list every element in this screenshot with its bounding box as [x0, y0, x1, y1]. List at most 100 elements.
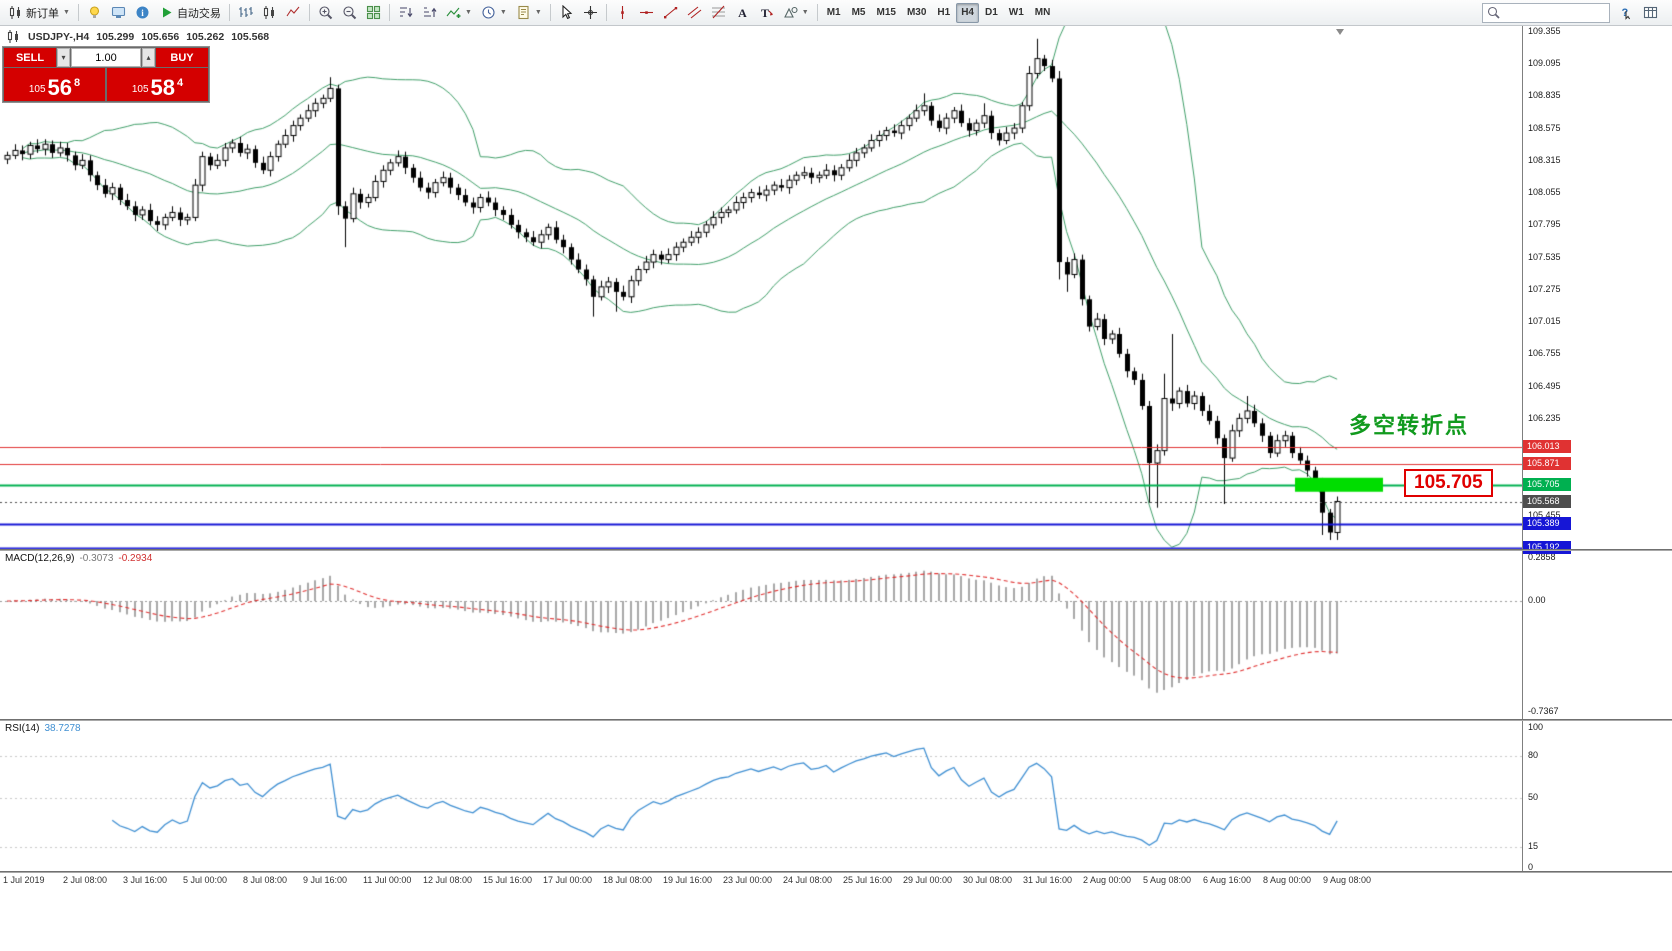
price-axis-tag: 105.705 [1523, 477, 1571, 491]
timeframe-mn-button[interactable]: MN [1034, 7, 1051, 18]
line-chart-button[interactable] [282, 2, 305, 24]
volume-decrease-button[interactable]: ▾ [57, 48, 70, 67]
help-cursor-button[interactable]: ? [1613, 2, 1636, 24]
lightbulb-icon [87, 5, 102, 20]
autotrade-button[interactable]: 自动交易 [155, 2, 225, 24]
time-axis-label: 2 Jul 08:00 [63, 875, 108, 885]
sortB-icon [422, 5, 437, 20]
textT-icon: T [759, 5, 774, 20]
sell-price-pip: 8 [74, 77, 81, 89]
quote-line: USDJPY-,H4 105.299 105.656 105.262 105.5… [6, 29, 269, 44]
bar-chart-button[interactable] [234, 2, 257, 24]
search-input[interactable] [1504, 6, 1606, 19]
monitor-icon [111, 5, 126, 20]
buy-button[interactable]: BUY [156, 48, 208, 67]
timeframe-m15-button[interactable]: M15 [876, 7, 896, 18]
toolbar-separator [228, 4, 230, 21]
chart-plot-area[interactable] [0, 26, 1522, 871]
search-icon [1486, 5, 1501, 20]
vertical-line-button[interactable] [611, 2, 634, 24]
sell-price-button[interactable]: 105 56 8 [4, 68, 105, 101]
price-axis: 109.355 109.095 108.835 108.575 108.315 108.0… [1522, 26, 1672, 873]
candlestick-chart-button[interactable] [258, 2, 281, 24]
timeframe-d1-button[interactable]: D1 [985, 7, 998, 18]
macd-axis-label: -0.7367 [1528, 705, 1559, 716]
time-axis-label: 2 Aug 00:00 [1083, 875, 1132, 885]
macd-title: MACD(12,26,9) [5, 553, 75, 564]
chart-shift-marker-icon [1336, 29, 1344, 35]
fibonacci-button[interactable] [707, 2, 730, 24]
price-axis-label: 107.535 [1528, 251, 1561, 262]
buy-price-button[interactable]: 105 58 4 [107, 68, 208, 101]
time-axis-border [0, 871, 1672, 873]
price-callout-label[interactable]: 105.705 [1404, 469, 1493, 497]
timeframe-m1-button[interactable]: M1 [826, 7, 841, 18]
cascade-charts-button[interactable] [418, 2, 441, 24]
community-button[interactable] [107, 2, 130, 24]
new-order-button[interactable]: 新订单 ▼ [4, 2, 74, 24]
rsi-axis-label: 50 [1528, 792, 1539, 803]
time-axis-label: 19 Jul 16:00 [663, 875, 713, 885]
panel-resize-handle[interactable] [0, 549, 1672, 551]
candles-icon [262, 5, 277, 20]
volume-input[interactable] [71, 48, 141, 67]
time-axis-label: 17 Jul 00:00 [543, 875, 593, 885]
indicators-button[interactable]: ▼ [442, 2, 476, 24]
time-axis-label: 12 Jul 08:00 [423, 875, 473, 885]
timeframe-m5-button[interactable]: M5 [851, 7, 866, 18]
timeframe-w1-button[interactable]: W1 [1008, 7, 1024, 18]
sortA-icon [398, 5, 413, 20]
price-axis-tag: 105.192 [1523, 541, 1571, 555]
sell-button[interactable]: SELL [4, 48, 56, 67]
text-label-button[interactable]: T [755, 2, 778, 24]
vline-icon [615, 5, 630, 20]
trendline-button[interactable] [659, 2, 682, 24]
macd-indicator-label: MACD(12,26,9) -0.3073 -0.2934 [5, 553, 152, 564]
wizard-button[interactable] [83, 2, 106, 24]
channel-button[interactable] [683, 2, 706, 24]
rsi-indicator-label: RSI(14) 38.7278 [5, 723, 81, 734]
sell-price-big: 56 [47, 75, 73, 101]
clock-icon [481, 5, 496, 20]
price-axis-tag: 105.389 [1523, 516, 1571, 530]
toolbar-separator [308, 4, 310, 21]
time-axis-label: 24 Jul 08:00 [783, 875, 833, 885]
sell-price-prefix: 105 [28, 84, 46, 95]
helpcur-icon: ? [1617, 5, 1632, 20]
timeframe-h4-button[interactable]: H4 [956, 2, 979, 23]
buy-price-prefix: 105 [131, 84, 149, 95]
time-axis-label: 5 Aug 08:00 [1143, 875, 1192, 885]
indicator-icon [446, 5, 461, 20]
rsi-axis-label: 100 [1528, 722, 1544, 732]
text-button[interactable]: A [731, 2, 754, 24]
toolbar-buttons: 新订单 ▼ i 自动交易 ▼ ▼ ▼ A T ▼ M1 M5 M15 M30 H1 H4 D1 W1 MN [4, 2, 1055, 24]
crosshair-button[interactable] [579, 2, 602, 24]
template-icon [516, 5, 531, 20]
rsi-value: 38.7278 [44, 723, 81, 734]
volume-increase-button[interactable]: ▴ [142, 48, 155, 67]
horizontal-line-button[interactable] [635, 2, 658, 24]
templates-button[interactable]: ▼ [512, 2, 546, 24]
chart-window: USDJPY-,H4 105.299 105.656 105.262 105.5… [0, 26, 1672, 951]
one-click-trading-widget: SELL ▾ ▴ BUY 105 56 8 105 58 4 [2, 46, 210, 103]
price-axis-tag: 105.568 [1523, 494, 1571, 508]
timeframe-m30-button[interactable]: M30 [906, 7, 927, 18]
periods-button[interactable]: ▼ [477, 2, 511, 24]
data-window-button[interactable] [1639, 2, 1662, 24]
price-axis-label: 108.315 [1528, 154, 1561, 165]
quote-low: 105.262 [186, 30, 225, 43]
cursor-button[interactable] [555, 2, 578, 24]
panel-resize-handle[interactable] [0, 719, 1672, 721]
shapes-button[interactable]: ▼ [779, 2, 813, 24]
zoom-in-button[interactable] [314, 2, 337, 24]
price-axis-label: 106.495 [1528, 380, 1561, 391]
timeframe-h1-button[interactable]: H1 [937, 7, 951, 18]
zoom-out-button[interactable] [338, 2, 361, 24]
tile-windows-button[interactable] [362, 2, 385, 24]
rsi-axis-label: 0 [1528, 862, 1534, 873]
time-axis-label: 31 Jul 16:00 [1023, 875, 1073, 885]
info-button[interactable]: i [131, 2, 154, 24]
price-axis-label: 108.575 [1528, 122, 1561, 133]
arrange-charts-button[interactable] [394, 2, 417, 24]
rsi-axis-label: 15 [1528, 841, 1539, 852]
